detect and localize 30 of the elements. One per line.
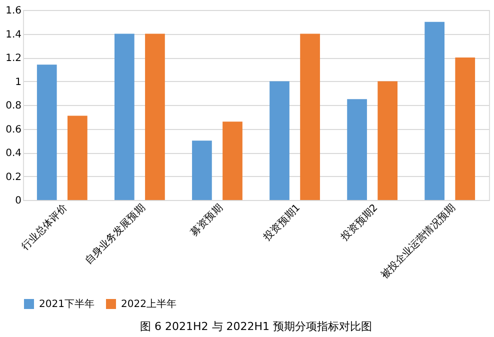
bar: [192, 140, 212, 200]
caption: 图 6 2021H2 与 2022H1 预期分项指标对比图: [140, 320, 372, 333]
bar: [114, 34, 134, 200]
x-tick-label: 投资预期1: [260, 202, 303, 244]
bar: [36, 64, 57, 200]
bar: [455, 58, 476, 200]
x-tick-label: 行业总体评价: [19, 202, 70, 253]
y-tick-label: 1.6: [6, 6, 22, 16]
y-tick-label: 1.2: [6, 53, 22, 64]
y-tick-label: 0.6: [6, 124, 22, 136]
y-tick-label: 0.2: [6, 172, 22, 183]
bar: [347, 99, 367, 200]
bar: [145, 34, 165, 200]
x-tick-label: 募资预期: [188, 202, 226, 239]
bar: [424, 22, 444, 200]
bar: [270, 81, 290, 200]
y-tick-label: 1.4: [6, 29, 22, 40]
x-tick-label: 投资预期2: [338, 202, 380, 244]
x-tick-label: 自身业务发展预期: [82, 202, 148, 267]
bar: [68, 116, 88, 200]
y-tick-label: 0.8: [6, 100, 22, 112]
bar: [222, 122, 242, 200]
x-tick-label: 被投企业运营情况预期: [378, 202, 458, 281]
y-tick-label: 0.4: [6, 148, 22, 159]
bar: [300, 34, 320, 200]
legend-label: 2022上半年: [121, 298, 176, 310]
legend-label: 2021下半年: [39, 298, 94, 310]
y-tick-label: 1: [15, 76, 22, 88]
y-tick-label: 0: [15, 196, 22, 206]
bar: [378, 81, 398, 200]
